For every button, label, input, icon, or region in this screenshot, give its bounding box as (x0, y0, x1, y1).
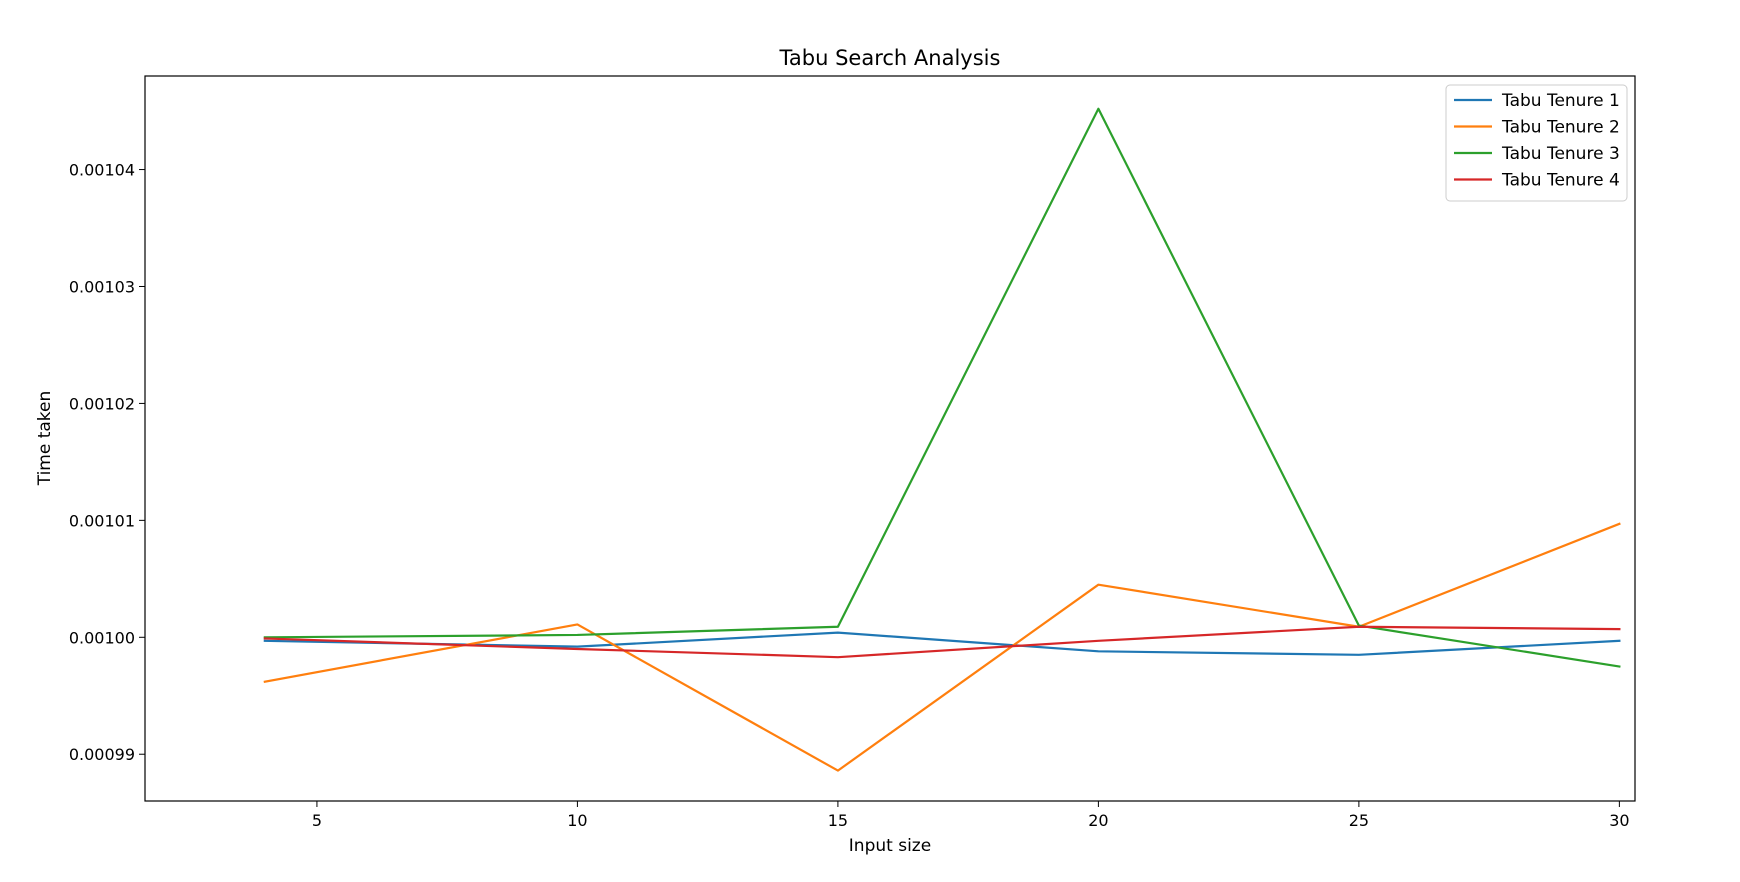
chart-title: Tabu Search Analysis (779, 46, 1001, 70)
plot-area (145, 76, 1635, 801)
legend-label: Tabu Tenure 4 (1501, 171, 1620, 191)
x-tick-label: 15 (828, 811, 848, 830)
y-tick-label: 0.00103 (69, 277, 135, 296)
series-lines (263, 107, 1621, 772)
legend-label: Tabu Tenure 1 (1501, 91, 1620, 111)
x-tick-label: 20 (1088, 811, 1108, 830)
y-axis-title: Time taken (35, 391, 55, 487)
y-tick-label: 0.00104 (69, 161, 135, 180)
plot-frame (144, 75, 1636, 802)
series-line-tabu-tenure-3 (263, 107, 1621, 668)
x-axis-title: Input size (849, 836, 931, 856)
legend-box (1445, 84, 1628, 202)
y-tick-label: 0.00102 (69, 394, 135, 413)
x-tick-label: 30 (1609, 811, 1629, 830)
series-line-tabu-tenure-4 (263, 625, 1621, 659)
series-line-tabu-tenure-2 (263, 522, 1621, 772)
x-tick-label: 25 (1349, 811, 1369, 830)
series-line-tabu-tenure-1 (263, 631, 1621, 656)
y-tick-label: 0.00100 (69, 628, 135, 647)
legend: Tabu Tenure 1 Tabu Tenure 2 Tabu Tenure 3 T… (1445, 84, 1628, 202)
x-axis: 5 10 15 20 25 30 (312, 801, 1630, 830)
y-tick-label: 0.00099 (69, 745, 135, 764)
y-axis: 0.00099 0.00100 0.00101 0.00102 0.00103 0.001… (69, 161, 145, 764)
x-tick-label: 10 (567, 811, 587, 830)
legend-label: Tabu Tenure 3 (1501, 144, 1620, 164)
x-tick-label: 5 (312, 811, 322, 830)
legend-label: Tabu Tenure 2 (1501, 118, 1620, 138)
y-tick-label: 0.00101 (69, 511, 135, 530)
